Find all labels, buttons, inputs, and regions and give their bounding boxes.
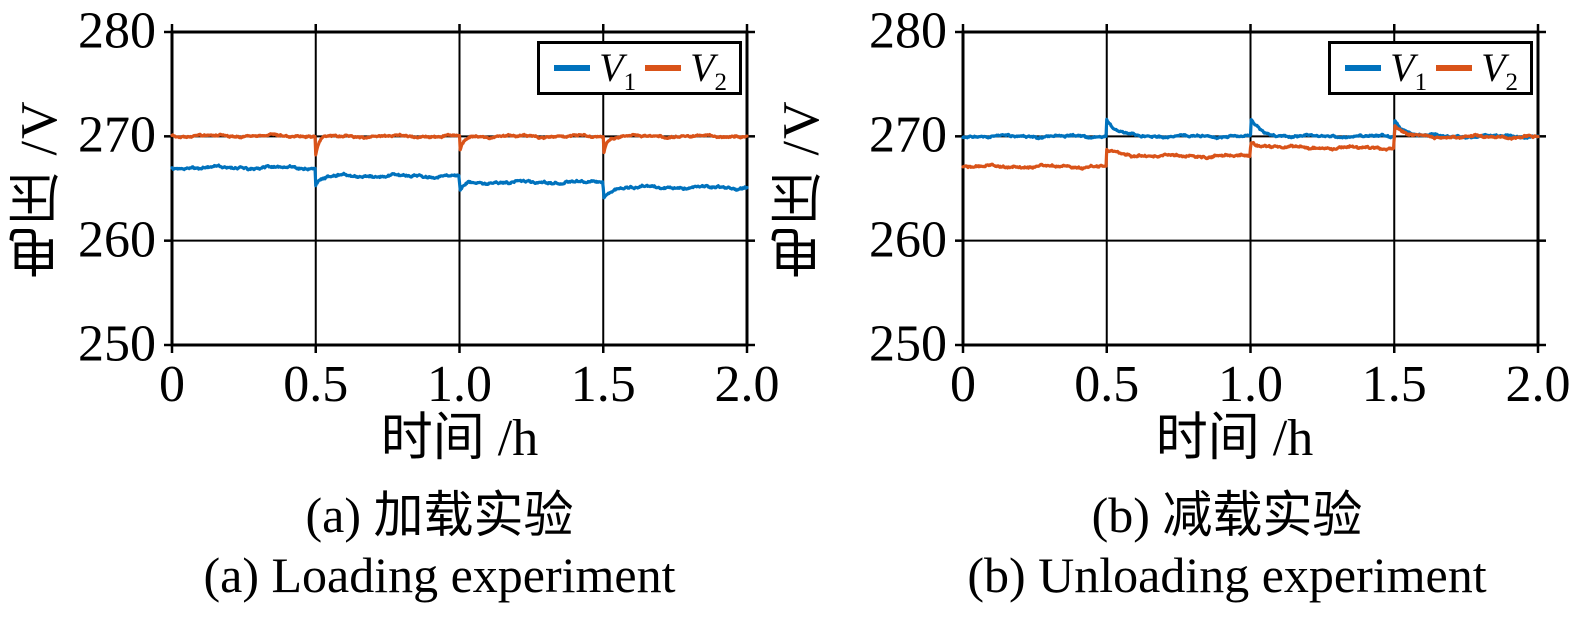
x-tick-label: 1.0	[1218, 356, 1283, 413]
y-axis-label-b: 电压 /V	[773, 99, 830, 278]
legend-line-v2-icon	[1436, 65, 1473, 71]
x-tick-labels-b: 0 0.5 1.0 1.5 2.0	[950, 345, 1571, 413]
x-axis-label-b: 时间 /h	[1155, 410, 1314, 467]
x-tick-label: 1.0	[427, 356, 492, 413]
x-tick-label: 1.5	[570, 356, 636, 413]
chart-row-a: 电压 /V 280 270 260 250 V1 V2	[0, 2, 762, 372]
caption-en-b: (b) Unloading experiment	[967, 547, 1487, 603]
y-tick-label: 250	[869, 315, 947, 373]
caption-en-a: (a) Loading experiment	[203, 547, 676, 603]
plot-area-unloading: V1 V2	[955, 24, 1546, 353]
x-tick-label: 2.0	[714, 356, 780, 413]
plot-area-loading: V1 V2	[164, 24, 755, 353]
legend-b: V1 V2	[1328, 41, 1533, 95]
legend-label-v1: V1	[1390, 45, 1428, 96]
legend-label-v1: V1	[599, 45, 637, 96]
legend-a: V1 V2	[537, 41, 742, 95]
y-axis-label-a: 电压 /V	[11, 99, 68, 278]
legend-line-v1-icon	[1345, 65, 1382, 71]
x-tick-label: 0.5	[283, 356, 349, 413]
y-tick-label: 270	[869, 106, 947, 164]
x-tick-label: 0.5	[1074, 356, 1140, 413]
chart-canvas-b	[955, 24, 1546, 353]
y-tick-label: 280	[78, 2, 156, 60]
legend-line-v2-icon	[645, 65, 682, 71]
caption-zh-b: (b) 减载实验	[1091, 487, 1363, 543]
y-tick-label: 280	[869, 2, 947, 60]
y-axis-gutter-a: 电压 /V 280 270 260 250	[0, 2, 172, 372]
x-tick-label: 1.5	[1361, 356, 1427, 413]
x-tick-labels-a: 0 0.5 1.0 1.5 2.0	[159, 345, 780, 413]
x-tick-label: 0	[159, 356, 185, 413]
legend-label-v2: V2	[690, 45, 727, 96]
chart-row-b: 电压 /V 280 270 260 250 V1 V2	[762, 2, 1575, 372]
legend-label-v2: V2	[1481, 45, 1518, 96]
y-tick-label: 250	[78, 315, 156, 373]
x-tick-label: 2.0	[1505, 356, 1571, 413]
panel-loading: 电压 /V 280 270 260 250 V1 V2 0 0.5 1.0 1.…	[0, 0, 780, 621]
chart-canvas-a	[164, 24, 755, 353]
y-tick-label: 270	[78, 106, 156, 164]
legend-line-v1-icon	[554, 65, 591, 71]
x-axis-label-a: 时间 /h	[380, 410, 539, 467]
x-tick-label: 0	[950, 356, 976, 413]
panel-unloading: 电压 /V 280 270 260 250 V1 V2 0 0.5 1.0 1.…	[762, 0, 1575, 621]
y-axis-gutter-b: 电压 /V 280 270 260 250	[762, 2, 963, 372]
y-tick-label: 260	[78, 211, 156, 269]
caption-zh-a: (a) 加载实验	[305, 487, 574, 543]
y-tick-label: 260	[869, 211, 947, 269]
